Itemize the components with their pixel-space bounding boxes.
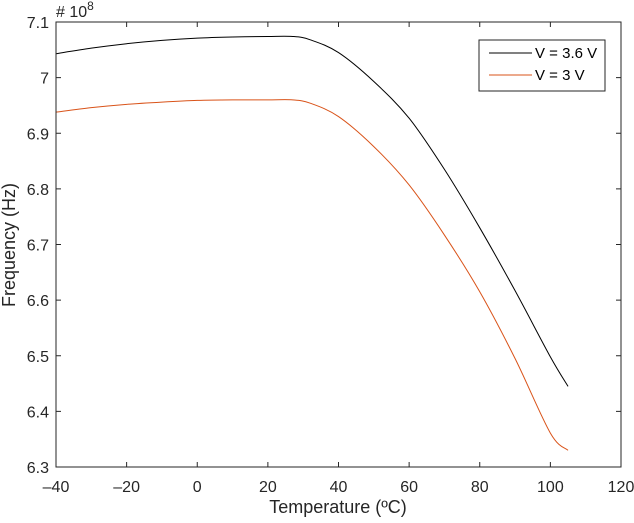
y-axis-ticks: 6.3 6.4 6.5 6.6 6.7 6.8 6.9 7 7.1: [27, 15, 621, 477]
x-axis-ticks: –40 –20 0 20 40 60 80 100 120: [43, 22, 634, 496]
y-exponent-label: # 108: [56, 0, 94, 21]
legend-box: [478, 39, 606, 92]
y-tick-label: 6.9: [27, 126, 49, 143]
legend: V = 3.6 V V = 3 V: [478, 39, 606, 92]
x-tick-label: 60: [400, 479, 418, 496]
x-tick-label: 120: [608, 479, 634, 496]
series-line-0: [55, 35, 569, 387]
y-tick-label: 6.7: [27, 238, 49, 255]
y-tick-label: 6.3: [27, 460, 49, 477]
y-tick-label: 6.8: [27, 182, 49, 199]
x-tick-label: 100: [537, 479, 564, 496]
x-tick-label: 80: [471, 479, 489, 496]
y-axis-label: Frequency (Hz): [0, 183, 19, 307]
legend-label-3.6v: V = 3.6 V: [535, 45, 597, 62]
plot-area: [56, 22, 621, 467]
series-layer: [55, 35, 569, 451]
x-axis-label: Temperature (ºC): [269, 497, 407, 517]
x-tick-label: –40: [43, 479, 70, 496]
legend-label-3v: V = 3 V: [535, 67, 585, 84]
y-tick-label: 7.1: [27, 15, 49, 32]
y-tick-label: 6.4: [27, 404, 49, 421]
y-tick-label: 7: [40, 71, 49, 88]
x-tick-label: –20: [113, 479, 140, 496]
x-tick-label: 0: [193, 479, 202, 496]
y-tick-label: 6.5: [27, 349, 49, 366]
y-tick-label: 6.6: [27, 293, 49, 310]
x-tick-label: 20: [259, 479, 277, 496]
series-line-1: [55, 99, 569, 451]
x-tick-label: 40: [330, 479, 348, 496]
